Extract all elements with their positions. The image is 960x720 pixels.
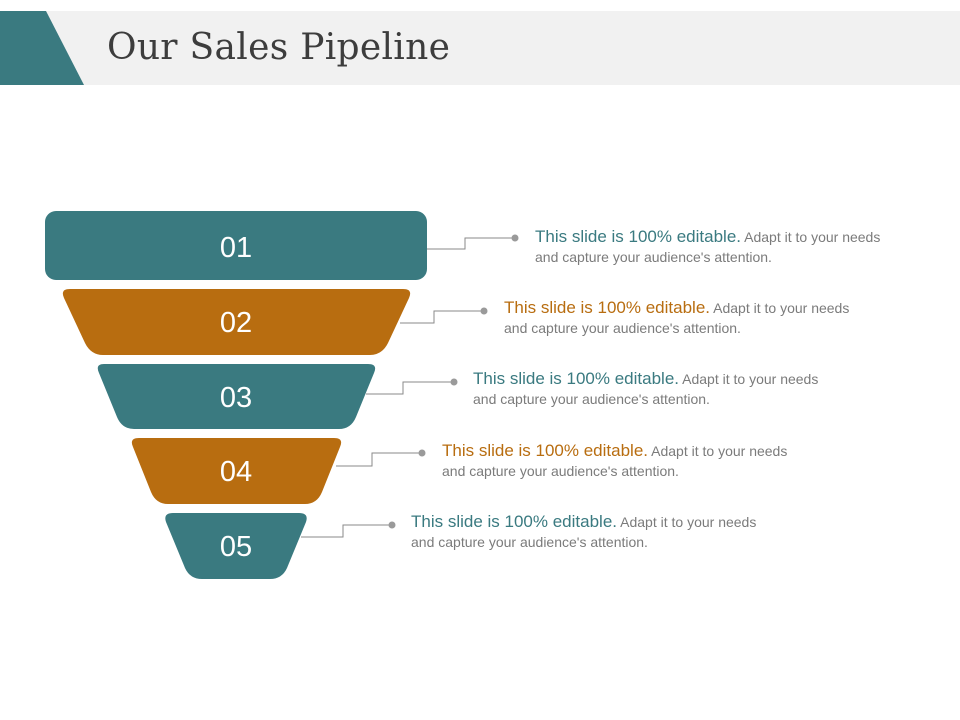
funnel-segment-3 (97, 364, 376, 429)
stage-description-1-highlight: This slide is 100% editable. (535, 227, 742, 246)
stage-description-4-highlight: This slide is 100% editable. (442, 441, 649, 460)
stage-description-3-highlight: This slide is 100% editable. (473, 369, 680, 388)
connector-line-3 (366, 381, 451, 395)
stage-description-5: This slide is 100% editable. Adapt it to… (411, 512, 771, 552)
connector-dot-4 (418, 449, 426, 457)
funnel-stage-2 (62, 289, 488, 355)
slide-title: Our Sales Pipeline (107, 27, 451, 68)
connector-line-1 (427, 237, 512, 250)
connector-dot-1 (511, 234, 519, 242)
stage-description-1-text: Adapt it to your needs and capture your … (535, 229, 881, 265)
funnel-stage-1 (45, 211, 519, 280)
connector-line-2 (400, 310, 481, 324)
funnel-stage-3 (97, 364, 458, 429)
funnel-segment-5 (165, 513, 307, 579)
funnel-segment-2 (62, 289, 411, 355)
stage-number-3: 03 (219, 382, 253, 414)
stage-number-4: 04 (219, 456, 253, 488)
stage-description-3: This slide is 100% editable. Adapt it to… (473, 369, 833, 409)
stage-description-2: This slide is 100% editable. Adapt it to… (504, 298, 864, 338)
funnel-stage-5 (165, 513, 396, 579)
stage-description-4-text: Adapt it to your needs and capture your … (442, 443, 788, 479)
stage-number-2: 02 (219, 307, 253, 339)
connector-dot-3 (450, 378, 458, 386)
stage-description-1: This slide is 100% editable. Adapt it to… (535, 227, 895, 267)
title-bar (0, 11, 960, 85)
stage-description-2-highlight: This slide is 100% editable. (504, 298, 711, 317)
connector-line-5 (301, 524, 389, 538)
stage-description-5-text: Adapt it to your needs and capture your … (411, 514, 757, 550)
connector-dot-5 (388, 521, 396, 529)
stage-number-1: 01 (219, 232, 253, 264)
funnel-stage-4 (131, 438, 426, 504)
stage-description-5-highlight: This slide is 100% editable. (411, 512, 618, 531)
funnel-segment-4 (131, 438, 342, 504)
connector-line-4 (336, 452, 419, 467)
funnel-segment-1 (45, 211, 427, 280)
stage-number-5: 05 (219, 531, 253, 563)
stage-description-3-text: Adapt it to your needs and capture your … (473, 371, 819, 407)
connector-dot-2 (480, 307, 488, 315)
stage-description-2-text: Adapt it to your needs and capture your … (504, 300, 850, 336)
stage-description-4: This slide is 100% editable. Adapt it to… (442, 441, 802, 481)
